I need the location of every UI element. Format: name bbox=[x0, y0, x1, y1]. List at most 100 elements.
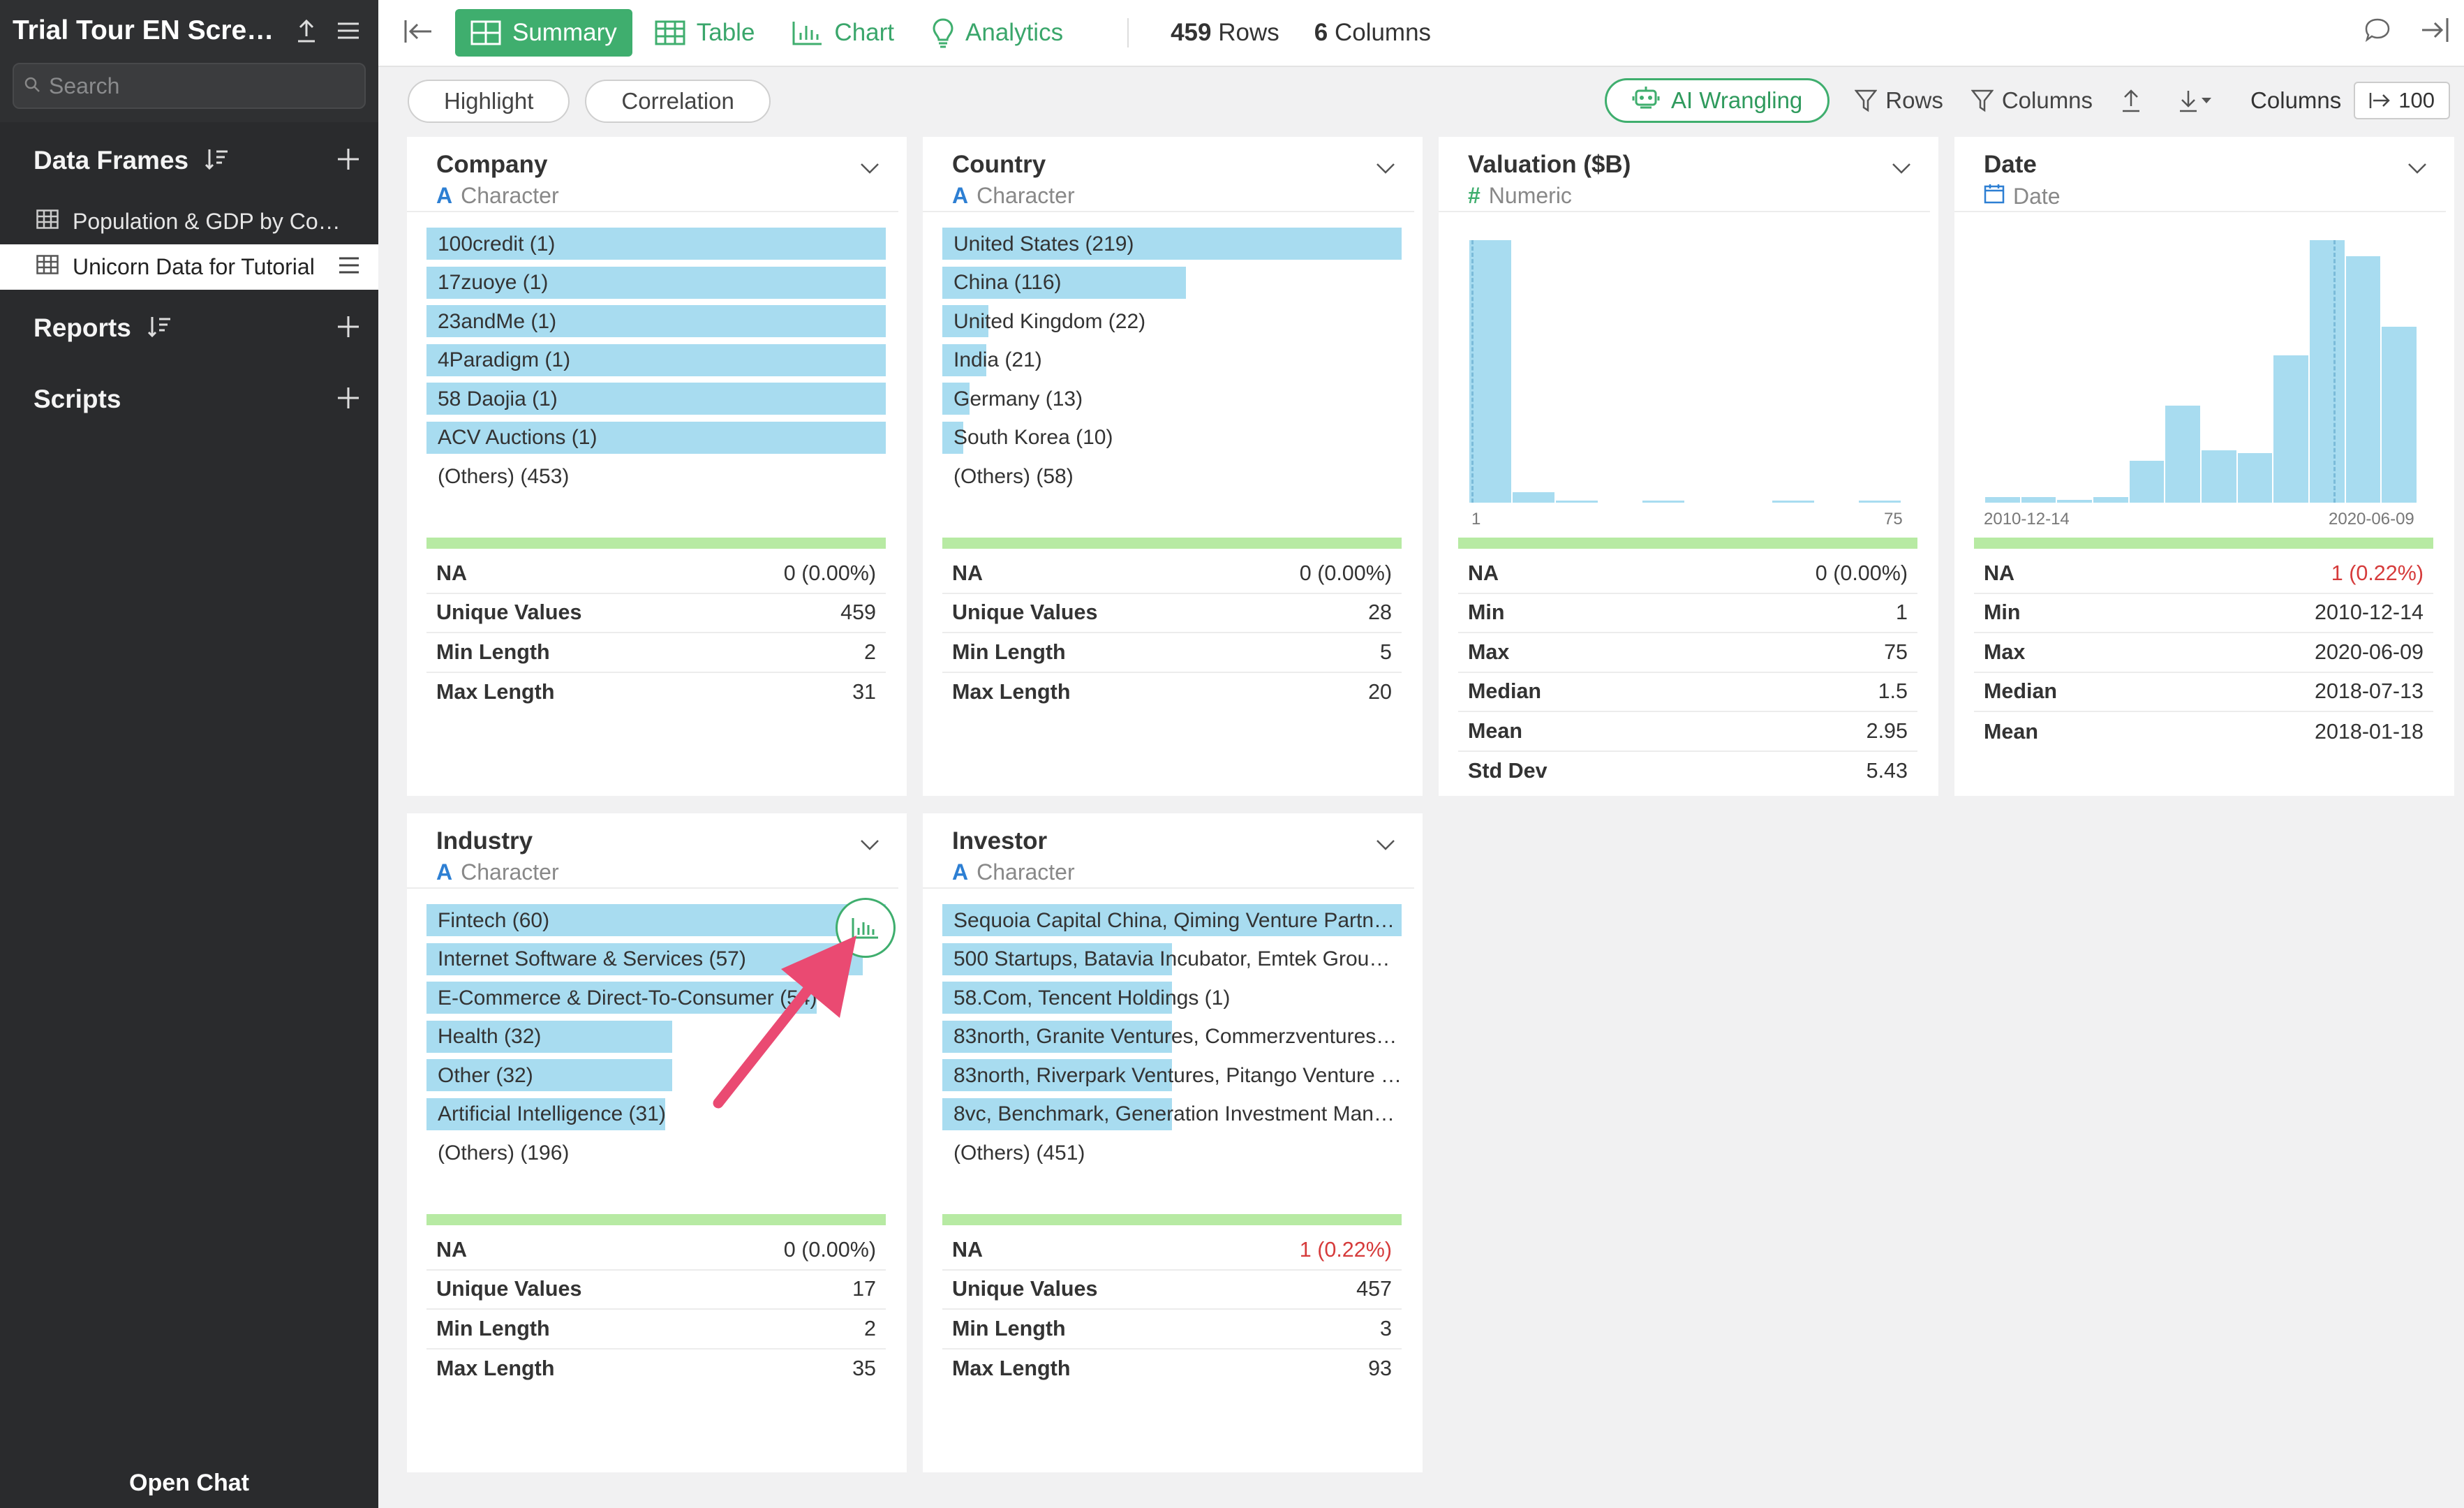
value-bar-row[interactable]: 17zuoye (1) bbox=[426, 264, 889, 303]
value-bar-row[interactable]: China (116) bbox=[942, 264, 1404, 303]
histogram-bar[interactable] bbox=[1857, 501, 1901, 503]
histogram-bar[interactable] bbox=[2344, 256, 2381, 503]
value-bar-row[interactable]: 58 Daojia (1) bbox=[426, 380, 889, 419]
stat-label: Unique Values bbox=[952, 1277, 1098, 1301]
stat-row: Max Length 31 bbox=[426, 673, 886, 713]
menu-icon[interactable] bbox=[338, 254, 360, 280]
value-bar-row[interactable]: United Kingdom (22) bbox=[942, 302, 1404, 341]
data-frames-label[interactable]: Data Frames bbox=[34, 146, 189, 175]
sort-icon[interactable] bbox=[147, 315, 172, 342]
stat-row: Max 75 bbox=[1458, 633, 1917, 673]
upload-icon[interactable] bbox=[289, 13, 324, 48]
tab-chart[interactable]: Chart bbox=[777, 9, 910, 57]
project-title[interactable]: Trial Tour EN Scre… bbox=[13, 15, 274, 45]
value-bar-row[interactable]: Artificial Intelligence (31) bbox=[426, 1095, 889, 1134]
chevron-down-icon[interactable] bbox=[859, 838, 880, 855]
highlight-button[interactable]: Highlight bbox=[408, 80, 570, 123]
histogram-bar[interactable] bbox=[2272, 355, 2308, 503]
histogram-bar[interactable] bbox=[2236, 452, 2273, 503]
sort-icon[interactable] bbox=[204, 147, 229, 175]
search-input[interactable] bbox=[49, 73, 328, 99]
histogram-bar[interactable] bbox=[1468, 240, 1511, 503]
axis-min-label: 2010-12-14 bbox=[1984, 510, 2070, 528]
chevron-down-icon[interactable] bbox=[1375, 162, 1396, 178]
export-icon[interactable] bbox=[2121, 88, 2150, 113]
collapse-sidebar-icon[interactable] bbox=[403, 19, 434, 47]
scripts-label[interactable]: Scripts bbox=[34, 385, 121, 413]
columns-filter-button[interactable]: Columns bbox=[1971, 87, 2093, 114]
stat-row: Min Length 5 bbox=[942, 633, 1402, 673]
value-bar-row[interactable]: India (21) bbox=[942, 341, 1404, 380]
columns-count-input[interactable]: 100 bbox=[2354, 82, 2450, 119]
value-bar-row[interactable]: 8vc, Benchmark, Generation Investment Ma… bbox=[942, 1095, 1404, 1134]
search-box[interactable] bbox=[13, 63, 366, 109]
value-bar-row[interactable]: 500 Startups, Batavia Incubator, Emtek G… bbox=[942, 940, 1404, 980]
value-bar-row[interactable]: (Others) (453) bbox=[426, 457, 889, 496]
value-bar-row[interactable]: 58.Com, Tencent Holdings (1) bbox=[942, 979, 1404, 1018]
tutorial-arrow-icon bbox=[713, 936, 856, 1109]
expand-panel-icon[interactable] bbox=[2419, 17, 2450, 48]
histogram[interactable] bbox=[1984, 240, 2417, 503]
value-bar bbox=[942, 228, 1402, 260]
value-bar-row[interactable]: 23andMe (1) bbox=[426, 302, 889, 341]
chevron-down-icon[interactable] bbox=[859, 162, 880, 178]
correlation-button[interactable]: Correlation bbox=[585, 80, 771, 123]
histogram-bar[interactable] bbox=[2128, 460, 2165, 503]
open-chat-button[interactable]: Open Chat bbox=[129, 1470, 249, 1496]
sidebar-item-unicorn[interactable]: Unicorn Data for Tutorial bbox=[0, 244, 378, 290]
value-bar-row[interactable]: Sequoia Capital China, Qiming Venture Pa… bbox=[942, 901, 1404, 940]
sidebar-item-population[interactable]: Population & GDP by Co… bbox=[0, 199, 378, 244]
comment-icon[interactable] bbox=[2363, 17, 2391, 48]
stat-row: Unique Values 459 bbox=[426, 594, 886, 633]
value-bar-row[interactable]: 83north, Granite Ventures, Commerzventur… bbox=[942, 1018, 1404, 1057]
ai-wrangling-button[interactable]: AI Wrangling bbox=[1604, 78, 1830, 123]
add-script-icon[interactable] bbox=[336, 386, 360, 413]
histogram-bar[interactable] bbox=[1554, 501, 1598, 503]
value-bar-row[interactable]: (Others) (58) bbox=[942, 457, 1404, 496]
histogram-bar[interactable] bbox=[1641, 501, 1684, 503]
add-report-icon[interactable] bbox=[336, 315, 360, 342]
add-data-frame-icon[interactable] bbox=[336, 147, 360, 175]
chevron-down-icon[interactable] bbox=[2407, 162, 2428, 178]
histogram-bar[interactable] bbox=[2380, 327, 2417, 503]
tab-table[interactable]: Table bbox=[639, 9, 771, 57]
value-bar-row[interactable]: ACV Auctions (1) bbox=[426, 419, 889, 458]
value-bar-row[interactable]: (Others) (196) bbox=[426, 1134, 889, 1173]
value-bar-row[interactable]: Health (32) bbox=[426, 1018, 889, 1057]
value-bar-row[interactable]: Other (32) bbox=[426, 1056, 889, 1095]
histogram-bar[interactable] bbox=[2308, 240, 2345, 503]
histogram-bar[interactable] bbox=[2056, 500, 2092, 503]
download-dropdown-icon[interactable] bbox=[2178, 88, 2222, 113]
menu-icon[interactable] bbox=[331, 13, 366, 48]
value-bar-row[interactable]: 83north, Riverpark Ventures, Pitango Ven… bbox=[942, 1056, 1404, 1095]
value-bar-row[interactable]: E-Commerce & Direct-To-Consumer (54) bbox=[426, 979, 889, 1018]
value-bar-row[interactable]: 4Paradigm (1) bbox=[426, 341, 889, 380]
chevron-down-icon[interactable] bbox=[1375, 838, 1396, 855]
card-header: Industry A Character bbox=[407, 813, 898, 889]
stat-label: NA bbox=[952, 561, 984, 585]
histogram-bar[interactable] bbox=[1511, 491, 1554, 503]
histogram-bar[interactable] bbox=[2092, 497, 2128, 503]
value-bar-row[interactable]: South Korea (10) bbox=[942, 419, 1404, 458]
stat-row: Max Length 93 bbox=[942, 1350, 1402, 1389]
value-bar-row[interactable]: 100credit (1) bbox=[426, 225, 889, 264]
stat-value: 0 (0.00%) bbox=[1815, 561, 1908, 585]
tab-analytics[interactable]: Analytics bbox=[916, 9, 1078, 57]
histogram[interactable] bbox=[1468, 240, 1901, 503]
rows-filter-button[interactable]: Rows bbox=[1855, 87, 1943, 114]
value-bar-row[interactable]: (Others) (451) bbox=[942, 1134, 1404, 1173]
histogram-bar[interactable] bbox=[2164, 405, 2200, 503]
value-bar bbox=[426, 1059, 673, 1091]
histogram-bar[interactable] bbox=[2200, 450, 2236, 503]
histogram-bar[interactable] bbox=[1771, 501, 1814, 503]
tab-summary[interactable]: Summary bbox=[455, 9, 632, 57]
value-bar-row[interactable]: Germany (13) bbox=[942, 380, 1404, 419]
histogram-bar[interactable] bbox=[1984, 497, 2020, 503]
histogram-bar[interactable] bbox=[2019, 497, 2056, 503]
stat-row: Mean 2018-01-18 bbox=[1974, 712, 2433, 752]
value-bar-row[interactable]: Fintech (60) bbox=[426, 901, 889, 940]
value-bar-row[interactable]: United States (219) bbox=[942, 225, 1404, 264]
table-icon bbox=[36, 209, 59, 235]
reports-label[interactable]: Reports bbox=[34, 313, 131, 342]
chevron-down-icon[interactable] bbox=[1891, 162, 1912, 178]
